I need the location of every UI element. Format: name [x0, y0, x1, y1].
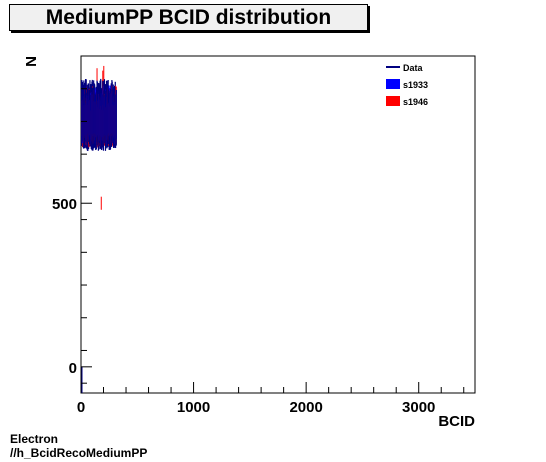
y-axis-tick-label: 500: [52, 196, 77, 213]
chart-title-box: MediumPP BCID distribution: [9, 4, 368, 31]
y-axis-label: N: [23, 56, 40, 67]
x-axis-label: BCID: [438, 413, 475, 430]
y-axis-tick-label: 0: [69, 360, 77, 377]
legend-swatch-s1933: [386, 79, 400, 89]
legend-label-s1933: s1933: [403, 80, 428, 90]
footer-particle-label: Electron: [10, 432, 59, 446]
x-axis-tick-label: 2000: [289, 399, 322, 416]
plot-frame: [80, 55, 476, 394]
x-axis-tick-label: 1000: [177, 399, 210, 416]
legend: Data s1933 s1946: [386, 63, 428, 107]
x-axis-tick-label: 3000: [402, 399, 435, 416]
legend-swatch-s1946: [386, 96, 400, 106]
x-axis-tick-label: 0: [77, 399, 85, 416]
legend-label-s1946: s1946: [403, 97, 428, 107]
axes: 0 1000 2000 3000 0 500: [52, 55, 465, 416]
footer-histogram-path: //h_BcidRecoMediumPP: [10, 446, 148, 460]
chart-title: MediumPP BCID distribution: [45, 6, 332, 29]
legend-label-data: Data: [403, 63, 424, 73]
histogram-bars: [80, 65, 117, 393]
